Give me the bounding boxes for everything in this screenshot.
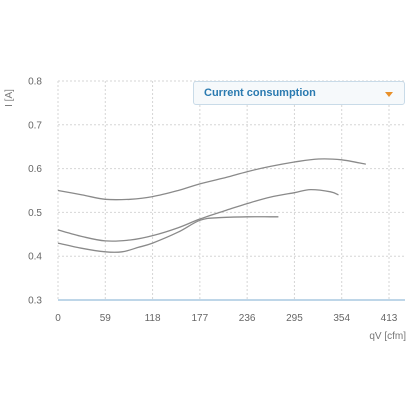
- x-tick-label: 354: [333, 313, 350, 324]
- x-gridlines: [57, 81, 390, 300]
- x-tick-labels: 0 59 118 177 236 295 354 413: [55, 313, 398, 324]
- x-tick-label: 295: [286, 313, 303, 324]
- x-tick-label: 59: [100, 313, 112, 324]
- series-line-3: [57, 216, 279, 253]
- y-tick-labels: 0.3 0.4 0.5 0.6 0.7 0.8: [28, 77, 42, 307]
- x-tick-label: 0: [55, 313, 61, 324]
- y-tick-label: 0.6: [28, 164, 42, 175]
- series-line-2: [57, 188, 339, 242]
- triangle-down-icon: [385, 92, 393, 97]
- y-gridlines: [58, 80, 405, 257]
- x-tick-label: 118: [145, 313, 161, 324]
- x-tick-label: 236: [239, 313, 256, 324]
- y-tick-label: 0.4: [28, 252, 42, 263]
- y-tick-label: 0.8: [28, 77, 42, 88]
- y-axis-label: I [A]: [4, 89, 15, 107]
- x-tick-label: 413: [381, 313, 398, 324]
- series-lines: [57, 158, 366, 253]
- y-tick-label: 0.3: [28, 296, 42, 307]
- y-tick-label: 0.7: [28, 120, 42, 131]
- x-tick-label: 177: [192, 313, 209, 324]
- series-line-1: [57, 158, 366, 201]
- y-tick-label: 0.5: [28, 208, 42, 219]
- dropdown-selected-label: Current consumption: [204, 87, 316, 99]
- chart-type-dropdown[interactable]: Current consumption: [193, 81, 405, 105]
- x-axis-label: qV [cfm]: [369, 331, 406, 342]
